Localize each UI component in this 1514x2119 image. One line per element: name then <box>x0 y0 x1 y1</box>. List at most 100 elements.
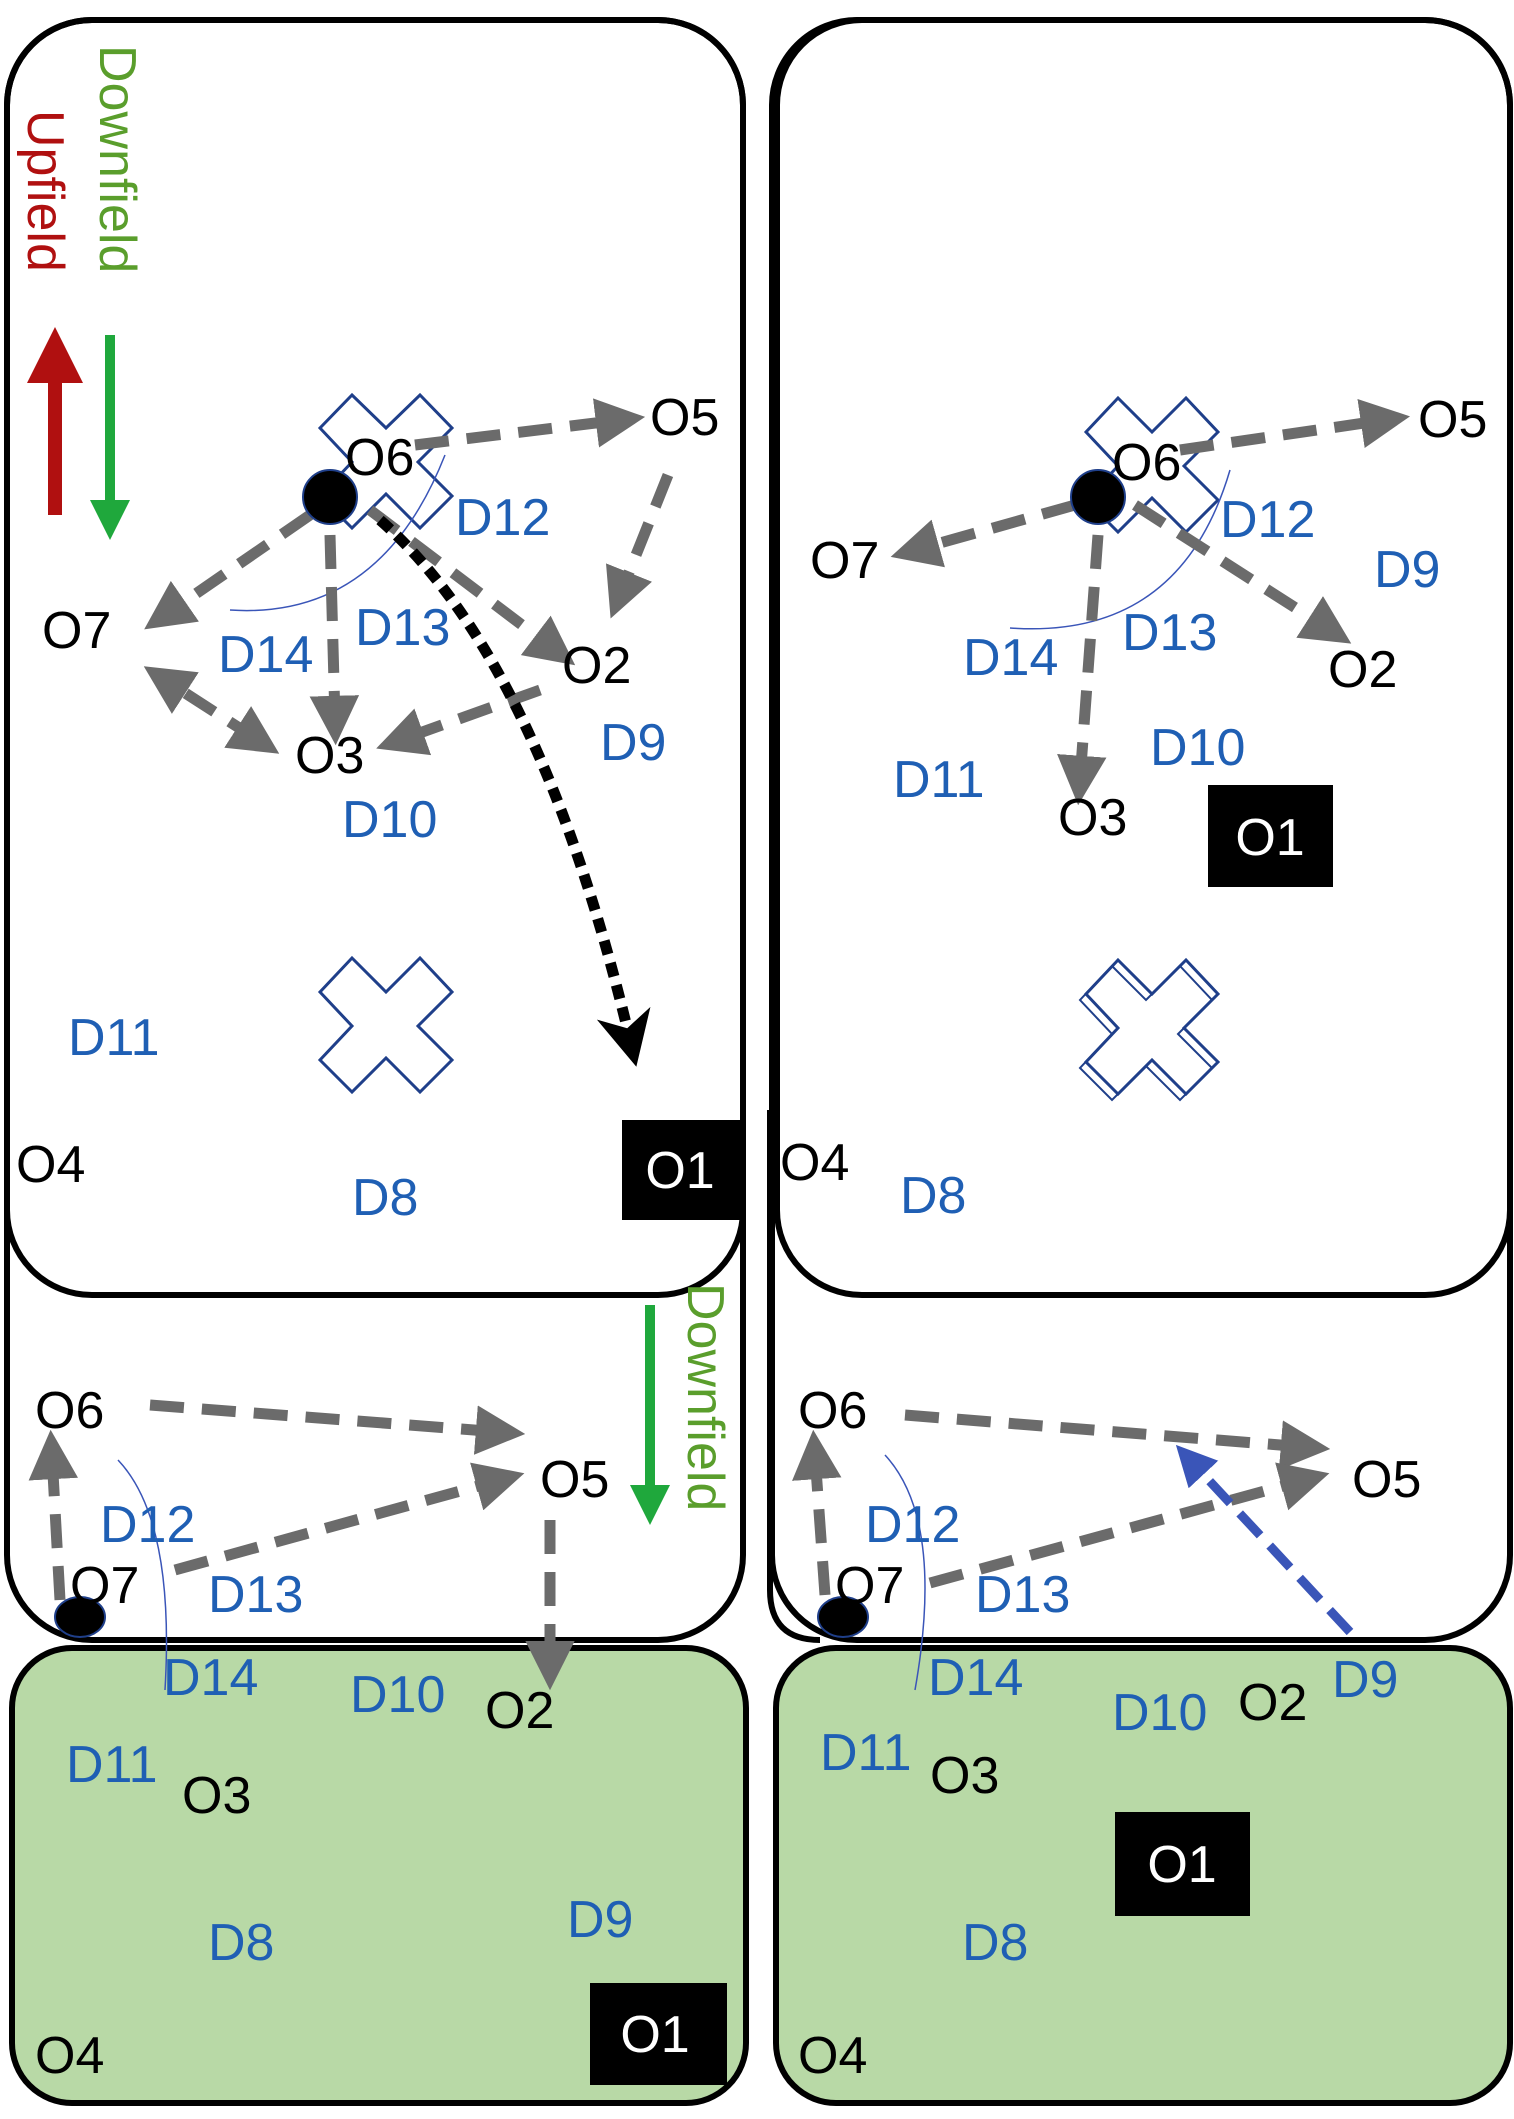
mark-arc <box>117 1459 168 1691</box>
defense-d10: D10 <box>342 791 437 849</box>
pass-arrow <box>376 684 542 756</box>
defense-d12: D12 <box>100 1496 195 1554</box>
defense-d8: D8 <box>208 1914 274 1972</box>
offense-o6: O6 <box>35 1382 104 1440</box>
downfield-label: Downfield <box>88 45 146 273</box>
endzone-bottom-left <box>9 1645 749 2106</box>
top-left-panel-frame <box>4 17 746 1298</box>
offense-o7: O7 <box>42 602 111 660</box>
defense-d8: D8 <box>900 1167 966 1225</box>
offense-o6: O6 <box>345 429 414 487</box>
mark-arc <box>884 1454 926 1691</box>
defense-d8: D8 <box>962 1914 1028 1972</box>
offense-o6: O6 <box>798 1382 867 1440</box>
defense-d13: D13 <box>208 1566 303 1624</box>
pass-arrow <box>309 534 360 746</box>
defense-d11: D11 <box>820 1724 912 1782</box>
right-field-outline <box>769 17 1513 1643</box>
defense-d13: D13 <box>355 599 450 657</box>
pass-arrow <box>366 505 576 666</box>
offense-o6: O6 <box>1112 434 1181 492</box>
offense-o7: O7 <box>70 1557 139 1615</box>
mark-arc <box>1009 469 1231 630</box>
pass-arrow <box>28 1429 79 1601</box>
defense-d10: D10 <box>1112 1684 1207 1742</box>
offense-o3: O3 <box>182 1767 251 1825</box>
o1-marker <box>1115 1812 1250 1916</box>
pass-arrow <box>1132 500 1352 644</box>
offense-o4: O4 <box>798 2027 867 2085</box>
offense-o4: O4 <box>780 1134 849 1192</box>
disc-icon <box>817 1596 869 1638</box>
pass-arrow <box>149 1399 526 1455</box>
offense-o3: O3 <box>930 1747 999 1805</box>
pass-arrow <box>928 1462 1330 1589</box>
cone-icon <box>1078 964 1214 1102</box>
offense-o7: O7 <box>810 532 879 590</box>
defense-d10: D10 <box>350 1666 445 1724</box>
pass-arrow <box>414 398 646 451</box>
defense-d14: D14 <box>163 1649 258 1707</box>
defense-d11: D11 <box>893 751 985 809</box>
offense-o4: O4 <box>35 2027 104 2085</box>
offense-o1: O1 <box>1147 1836 1216 1894</box>
pass-arrow <box>904 1409 1331 1470</box>
defender-cut-arrow <box>1175 1444 1354 1636</box>
offense-o5: O5 <box>540 1451 609 1509</box>
disc-icon <box>302 469 358 525</box>
pass-arrow <box>1057 534 1107 806</box>
pass-arrow <box>143 666 280 754</box>
direction-legend: Upfield Downfield <box>16 45 146 540</box>
o1-marker <box>590 1983 727 2085</box>
defense-d14: D14 <box>963 629 1058 687</box>
panel-top-left: O6 O5 O7 O2 O3 O4 O1 D12 D13 D14 D9 D10 … <box>16 389 740 1227</box>
pass-arrow <box>144 510 314 630</box>
panel-bottom-left: Downfield O6 O5 O7 O2 O3 O4 O1 D12 D13 D… <box>28 1283 734 2085</box>
defense-d9: D9 <box>600 714 666 772</box>
offense-o7: O7 <box>835 1557 904 1615</box>
offense-o2: O2 <box>1328 641 1397 699</box>
defense-d9: D9 <box>567 1891 633 1949</box>
defense-d9: D9 <box>1374 541 1440 599</box>
offense-o3: O3 <box>295 727 364 785</box>
pass-arrow <box>1179 399 1411 456</box>
defense-d13: D13 <box>1122 604 1217 662</box>
offense-o1: O1 <box>1235 809 1304 867</box>
defense-d12: D12 <box>455 489 550 547</box>
offense-o4: O4 <box>16 1136 85 1194</box>
top-right-panel-frame <box>774 17 1513 1298</box>
disc-icon <box>54 1596 106 1638</box>
cone-icon <box>317 955 455 1095</box>
defense-d11: D11 <box>68 1009 160 1067</box>
downfield-label-bottom: Downfield <box>676 1283 734 1511</box>
pass-arrow <box>173 1462 525 1576</box>
pass-arrow <box>606 472 674 619</box>
offense-o5: O5 <box>650 389 719 447</box>
defense-d11: D11 <box>66 1736 158 1794</box>
pass-arrow <box>792 1429 842 1596</box>
cone-icon <box>317 392 455 531</box>
pass-arrow <box>890 499 1077 568</box>
offense-o5: O5 <box>1352 1451 1421 1509</box>
upfield-label: Upfield <box>16 110 74 272</box>
defense-d12: D12 <box>865 1496 960 1554</box>
panel-top-right: O6 O5 O7 O2 O3 O4 O1 D12 D9 D13 D14 D10 … <box>780 391 1487 1225</box>
panel-bottom-right: O6 O5 O7 O2 O3 O4 O1 D12 D13 D14 D9 D10 … <box>792 1382 1421 2085</box>
offense-o5: O5 <box>1418 391 1487 449</box>
offense-o2: O2 <box>562 637 631 695</box>
defense-d12: D12 <box>1220 491 1315 549</box>
defense-d14: D14 <box>928 1649 1023 1707</box>
offense-o1: O1 <box>645 1142 714 1200</box>
defense-d9: D9 <box>1332 1651 1398 1709</box>
defense-d13: D13 <box>975 1566 1070 1624</box>
mark-arc <box>229 454 446 612</box>
offense-o1: O1 <box>620 2006 689 2064</box>
defense-d14: D14 <box>218 626 313 684</box>
offense-o2: O2 <box>1238 1674 1307 1732</box>
offense-o3: O3 <box>1058 789 1127 847</box>
o1-marker <box>622 1120 740 1220</box>
offense-o2: O2 <box>485 1682 554 1740</box>
right-column-divider <box>767 1110 821 1643</box>
disc-icon <box>1070 469 1126 525</box>
